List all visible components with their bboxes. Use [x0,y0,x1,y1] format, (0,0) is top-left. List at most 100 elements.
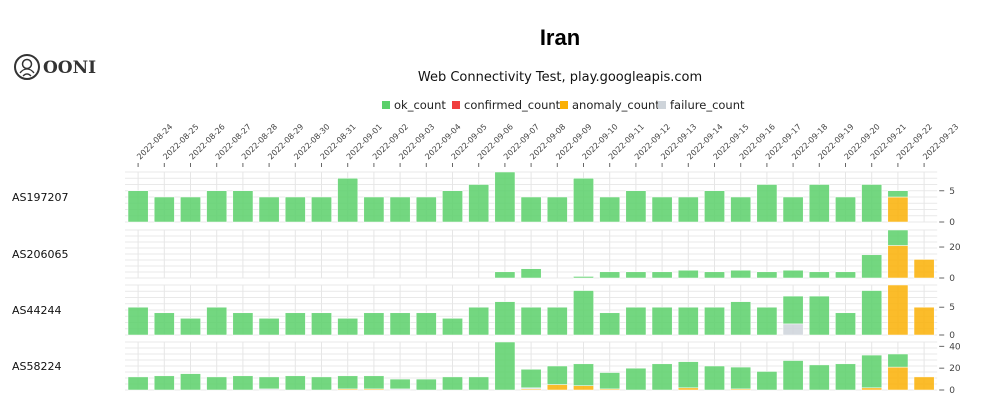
bar-ok[interactable] [782,196,804,223]
bar-ok[interactable] [153,196,175,223]
bar-ok[interactable] [887,229,909,246]
bar-ok[interactable] [887,190,909,198]
bar-ok[interactable] [730,301,752,336]
bar-ok[interactable] [835,363,856,391]
bar-anomaly[interactable] [677,387,699,391]
bar-ok[interactable] [782,360,804,391]
bar-ok[interactable] [599,271,621,279]
bar-ok[interactable] [127,190,149,223]
bar-ok[interactable] [651,306,673,336]
bar-ok[interactable] [546,365,568,385]
bar-ok[interactable] [861,354,883,389]
bar-ok[interactable] [389,378,411,390]
bar-ok[interactable] [363,375,385,390]
bar-ok[interactable] [415,196,437,223]
bar-failure[interactable] [782,323,804,336]
bar-ok[interactable] [494,271,516,279]
bar-anomaly[interactable] [887,196,909,223]
bar-ok[interactable] [861,254,883,279]
bar-ok[interactable] [363,312,385,336]
bar-ok[interactable] [442,376,463,391]
bar-ok[interactable] [284,375,306,391]
bar-ok[interactable] [704,190,725,223]
bar-ok[interactable] [704,271,725,279]
bar-ok[interactable] [599,372,621,390]
bar-ok[interactable] [756,371,778,391]
bar-ok[interactable] [206,376,228,391]
bar-ok[interactable] [573,276,594,279]
bar-ok[interactable] [730,270,752,279]
bar-ok[interactable] [520,306,542,336]
bar-ok[interactable] [651,363,673,391]
bar-ok[interactable] [887,353,909,368]
bar-ok[interactable] [520,369,542,389]
bar-ok[interactable] [808,364,830,391]
bar-ok[interactable] [153,375,175,391]
bar-ok[interactable] [284,312,306,336]
bar-ok[interactable] [468,376,490,391]
bar-ok[interactable] [127,306,149,336]
bar-ok[interactable] [232,312,254,336]
bar-anomaly[interactable] [913,376,935,391]
bar-ok[interactable] [756,306,778,336]
bar-ok[interactable] [284,196,306,223]
bar-ok[interactable] [625,190,647,223]
bar-ok[interactable] [232,375,254,391]
bar-ok[interactable] [546,196,568,223]
bar-ok[interactable] [599,312,621,336]
bar-ok[interactable] [520,268,542,279]
bar-anomaly[interactable] [546,384,568,391]
bar-ok[interactable] [468,306,490,336]
bar-ok[interactable] [573,290,594,336]
bar-ok[interactable] [337,178,359,223]
bar-ok[interactable] [258,376,280,390]
bar-ok[interactable] [415,378,437,391]
bar-ok[interactable] [180,318,201,336]
bar-ok[interactable] [206,190,228,223]
bar-ok[interactable] [835,196,856,223]
bar-ok[interactable] [153,312,175,336]
bar-ok[interactable] [546,306,568,336]
bar-ok[interactable] [704,365,725,391]
bar-ok[interactable] [180,196,201,223]
bar-anomaly[interactable] [913,306,935,336]
bar-ok[interactable] [415,312,437,336]
bar-ok[interactable] [730,196,752,223]
bar-ok[interactable] [625,271,647,279]
bar-anomaly[interactable] [913,259,935,279]
bar-anomaly[interactable] [887,366,909,391]
bar-ok[interactable] [573,178,594,223]
bar-ok[interactable] [258,318,280,336]
bar-ok[interactable] [651,271,673,279]
bar-ok[interactable] [782,270,804,279]
legend-item-ok[interactable]: ok_count [382,98,446,112]
bar-ok[interactable] [835,271,856,279]
bar-ok[interactable] [311,376,332,391]
bar-ok[interactable] [756,184,778,223]
bar-ok[interactable] [494,301,516,336]
legend-item-anomaly[interactable]: anomaly_count [560,98,660,112]
bar-ok[interactable] [677,306,699,336]
bar-ok[interactable] [730,366,752,390]
legend-item-failure[interactable]: failure_count [658,98,745,112]
bar-ok[interactable] [573,363,594,386]
bar-ok[interactable] [494,341,516,391]
bar-ok[interactable] [337,318,359,336]
bar-ok[interactable] [861,184,883,223]
bar-ok[interactable] [625,367,647,391]
bar-ok[interactable] [808,184,830,223]
bar-ok[interactable] [258,196,280,223]
bar-ok[interactable] [442,318,463,336]
bar-ok[interactable] [311,312,332,336]
bar-ok[interactable] [389,196,411,223]
bar-ok[interactable] [520,196,542,223]
bar-ok[interactable] [677,361,699,389]
bar-ok[interactable] [651,196,673,223]
bar-ok[interactable] [311,196,332,223]
bar-ok[interactable] [677,196,699,223]
bar-ok[interactable] [442,190,463,223]
legend-item-confirmed[interactable]: confirmed_count [452,98,561,112]
bar-ok[interactable] [677,270,699,279]
bar-anomaly[interactable] [887,284,909,336]
bar-anomaly[interactable] [861,387,883,391]
